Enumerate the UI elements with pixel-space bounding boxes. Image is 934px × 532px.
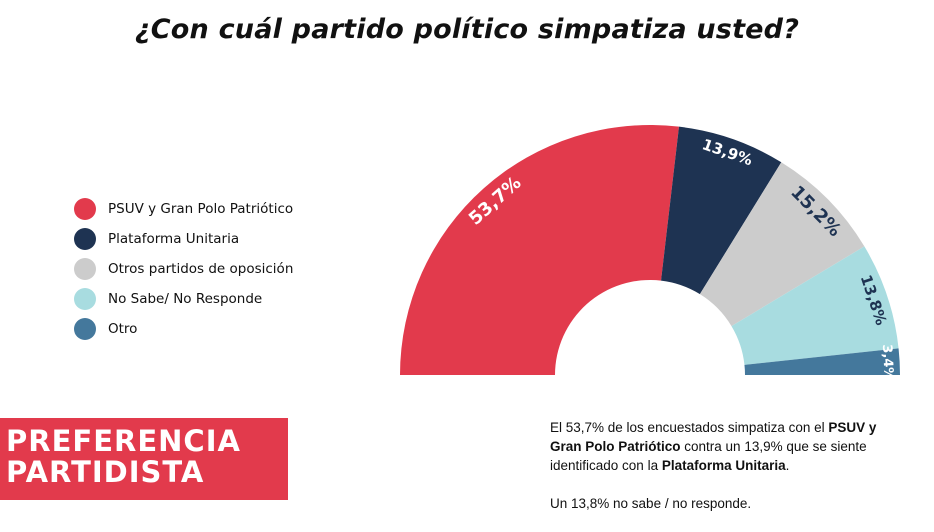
legend-swatch-nosabe bbox=[74, 288, 96, 310]
semicircle-donut-chart: 53,7%13,9%15,2%13,8%3,4% bbox=[400, 125, 900, 381]
legend-label-psuv: PSUV y Gran Polo Patriótico bbox=[108, 201, 294, 217]
legend-swatch-unitaria bbox=[74, 228, 96, 250]
slice-1 bbox=[661, 126, 782, 295]
legend-label-unitaria: Plataforma Unitaria bbox=[108, 231, 240, 247]
slice-2 bbox=[699, 162, 865, 327]
summary-text-3: . bbox=[785, 458, 790, 473]
section-banner: PREFERENCIA PARTIDISTA bbox=[0, 418, 288, 500]
slice-0 bbox=[400, 125, 679, 375]
slice-label-4: 3,4% bbox=[879, 344, 896, 381]
legend-label-nosabe: No Sabe/ No Responde bbox=[108, 291, 263, 307]
banner-line-1: PREFERENCIA bbox=[6, 424, 241, 458]
summary-paragraph-2: Un 13,8% no sabe / no responde. bbox=[550, 496, 752, 511]
banner-line-2: PARTIDISTA bbox=[6, 455, 205, 489]
summary-paragraph-1: El 53,7% de los encuestados simpatiza co… bbox=[550, 418, 900, 475]
legend-item-unitaria: Plataforma Unitaria bbox=[74, 224, 293, 254]
summary-text-2: contra un 13,9% que se siente identifica… bbox=[550, 439, 867, 473]
slice-4 bbox=[744, 348, 900, 375]
legend-item-psuv: PSUV y Gran Polo Patriótico bbox=[74, 194, 293, 224]
legend-swatch-psuv bbox=[74, 198, 96, 220]
legend-swatch-otros bbox=[74, 258, 96, 280]
slice-3 bbox=[731, 246, 899, 365]
legend-label-otro: Otro bbox=[108, 321, 138, 337]
legend-swatch-otro bbox=[74, 318, 96, 340]
summary-text-1: El 53,7% de los encuestados simpatiza co… bbox=[550, 420, 829, 435]
summary-bold-psuv: PSUV y Gran Polo Patriótico bbox=[550, 420, 877, 454]
chart-title: ¿Con cuál partido político simpatiza ust… bbox=[134, 14, 800, 45]
chart-legend: PSUV y Gran Polo Patriótico Plataforma U… bbox=[74, 194, 293, 344]
summary-note: El 53,7% de los encuestados simpatiza co… bbox=[550, 418, 900, 532]
legend-item-otro: Otro bbox=[74, 314, 293, 344]
legend-label-otros: Otros partidos de oposición bbox=[108, 261, 294, 277]
legend-item-nosabe: No Sabe/ No Responde bbox=[74, 284, 293, 314]
summary-bold-unitaria: Plataforma Unitaria bbox=[661, 458, 786, 473]
legend-item-otros: Otros partidos de oposición bbox=[74, 254, 293, 284]
